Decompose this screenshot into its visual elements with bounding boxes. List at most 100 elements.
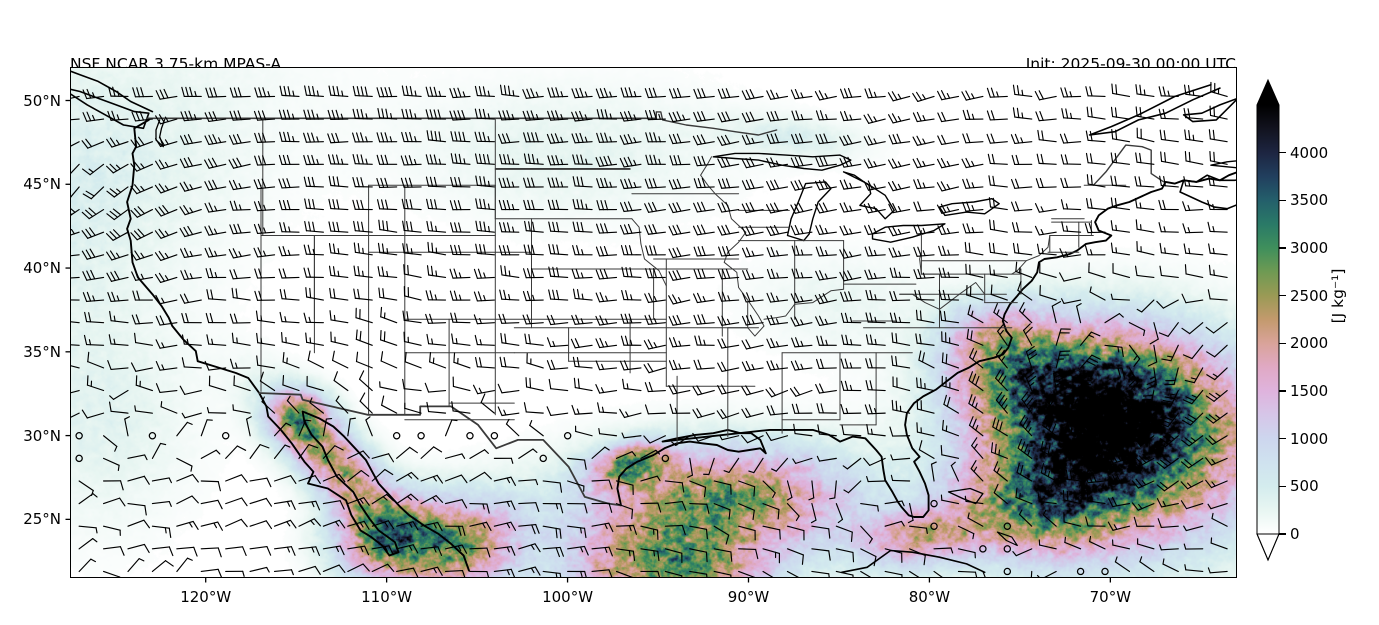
wind-barb bbox=[620, 245, 642, 256]
wind-barb bbox=[1184, 151, 1204, 165]
wind-barb bbox=[713, 570, 732, 577]
wind-barb bbox=[86, 375, 105, 392]
wind-barb bbox=[228, 248, 251, 259]
wind-barb bbox=[621, 289, 642, 301]
wind-barb bbox=[643, 435, 666, 444]
wind-barb bbox=[1030, 570, 1033, 577]
wind-barb bbox=[200, 568, 223, 577]
wind-barb bbox=[791, 110, 813, 121]
wind-barb bbox=[1039, 262, 1057, 279]
wind-barb bbox=[1131, 502, 1155, 511]
wind-barb bbox=[640, 525, 659, 540]
wind-barb bbox=[347, 497, 370, 506]
wind-barb bbox=[78, 558, 97, 573]
wind-barb bbox=[957, 548, 976, 559]
colorbar[interactable]: [J kg⁻¹] 0 500 1000 1500 2000 2500 3000 3500 400… bbox=[1251, 60, 1379, 585]
wind-barb bbox=[1164, 367, 1179, 386]
wind-barb bbox=[256, 332, 276, 346]
wind-barb bbox=[71, 208, 80, 216]
wind-barb bbox=[692, 432, 715, 442]
wind-barb bbox=[915, 309, 935, 324]
wind-barb bbox=[571, 87, 593, 99]
wind-barb bbox=[814, 90, 837, 101]
wind-barb bbox=[106, 163, 129, 174]
wind-barb bbox=[718, 245, 740, 257]
colorbar-gradient bbox=[1256, 78, 1280, 562]
wind-barb bbox=[155, 339, 178, 349]
wind-barb bbox=[1024, 368, 1037, 392]
wind-barb bbox=[937, 224, 960, 235]
wind-barb bbox=[402, 310, 422, 324]
wind-barb bbox=[505, 418, 520, 437]
wind-barb bbox=[1060, 177, 1082, 188]
wind-barb bbox=[864, 269, 886, 280]
wind-barb bbox=[426, 265, 447, 279]
wind-barb bbox=[1146, 367, 1157, 390]
wind-barb bbox=[1003, 545, 1012, 553]
wind-barb bbox=[499, 289, 520, 301]
wind-barb bbox=[1053, 369, 1065, 392]
wind-barb bbox=[1182, 344, 1204, 360]
wind-barb bbox=[713, 525, 730, 545]
wind-barb bbox=[816, 403, 837, 414]
wind-barb bbox=[329, 287, 349, 301]
wind-barb bbox=[884, 520, 905, 527]
wind-barb bbox=[322, 500, 345, 510]
wind-barb bbox=[548, 221, 569, 233]
wind-barb bbox=[1085, 516, 1106, 527]
wind-barb bbox=[322, 519, 346, 529]
wind-barb bbox=[229, 87, 251, 98]
wind-barb bbox=[693, 314, 715, 325]
map-plot-area[interactable] bbox=[70, 67, 1237, 578]
wind-barb-layer bbox=[71, 81, 1228, 577]
wind-barb bbox=[78, 493, 98, 505]
wind-barb bbox=[474, 356, 495, 369]
wind-barb bbox=[815, 224, 837, 235]
wind-barb bbox=[741, 157, 764, 169]
wind-barb bbox=[1139, 556, 1155, 573]
wind-barb bbox=[738, 525, 756, 541]
wind-barb bbox=[71, 344, 80, 346]
colorbar-tick-label: 3500 bbox=[1290, 191, 1329, 210]
wind-barb bbox=[689, 503, 710, 514]
wind-barb bbox=[888, 133, 911, 145]
wind-barb bbox=[1034, 225, 1057, 236]
wind-barb bbox=[567, 570, 587, 577]
wind-barb bbox=[526, 353, 544, 369]
wind-barb bbox=[888, 180, 911, 192]
wind-barb bbox=[132, 290, 153, 301]
wind-barb bbox=[671, 435, 691, 446]
wind-barb bbox=[469, 570, 490, 577]
wind-barb bbox=[1205, 322, 1228, 334]
wind-barb bbox=[595, 315, 618, 326]
wind-barb bbox=[814, 202, 837, 214]
wind-barb bbox=[420, 474, 444, 484]
wind-barb bbox=[840, 291, 862, 302]
wind-barb bbox=[741, 202, 764, 214]
wind-barb bbox=[232, 404, 251, 414]
wind-barb bbox=[863, 457, 886, 466]
wind-barb bbox=[304, 85, 324, 98]
x-tick-label: 70°W bbox=[1089, 588, 1132, 606]
wind-barb bbox=[451, 401, 471, 414]
wind-barb bbox=[1045, 393, 1057, 414]
wind-barb bbox=[766, 268, 789, 279]
wind-barb bbox=[865, 334, 886, 346]
wind-barb bbox=[621, 432, 642, 439]
wind-barb bbox=[766, 179, 789, 191]
wind-barb bbox=[766, 110, 789, 122]
wind-barb bbox=[1110, 220, 1131, 233]
wind-barb bbox=[1104, 344, 1124, 358]
wind-barb bbox=[518, 566, 541, 576]
wind-barb bbox=[863, 135, 886, 146]
wind-barb bbox=[668, 202, 691, 214]
wind-barb bbox=[305, 287, 324, 301]
wind-barb bbox=[941, 419, 960, 437]
wind-barb bbox=[595, 384, 618, 394]
wind-barb bbox=[1003, 522, 1012, 530]
wind-barb bbox=[380, 306, 398, 324]
wind-barb bbox=[987, 153, 1008, 165]
wind-barb bbox=[689, 548, 708, 563]
wind-barb bbox=[692, 385, 715, 396]
